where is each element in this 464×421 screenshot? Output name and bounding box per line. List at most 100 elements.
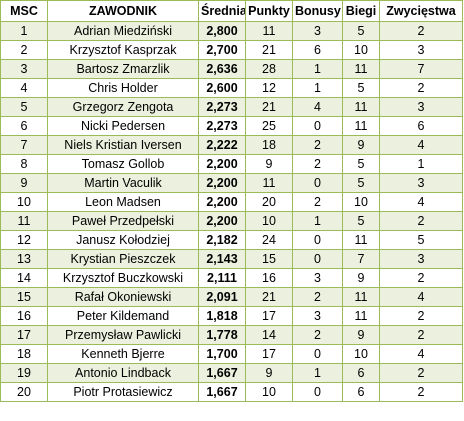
position-cell: 19 [0, 363, 48, 383]
average-cell: 2,222 [198, 135, 246, 155]
average-cell: 1,667 [198, 363, 246, 383]
points-cell: 24 [245, 230, 293, 250]
position-cell: 3 [0, 59, 48, 79]
wins-cell: 4 [379, 192, 463, 212]
position-cell: 12 [0, 230, 48, 250]
points-cell: 12 [245, 78, 293, 98]
average-cell: 2,636 [198, 59, 246, 79]
bonuses-cell: 0 [292, 173, 343, 193]
table-row: 19 Antonio Lindback 1,667 9 1 6 2 [0, 363, 463, 383]
table-row: 7 Niels Kristian Iversen 2,222 18 2 9 4 [0, 135, 463, 155]
table-row: 2 Krzysztof Kasprzak 2,700 21 6 10 3 [0, 40, 463, 60]
table-row: 5 Grzegorz Zengota 2,273 21 4 11 3 [0, 97, 463, 117]
table-body: 1 Adrian Miedziński 2,800 11 3 5 2 2 Krzysztof K… [0, 21, 463, 402]
points-cell: 11 [245, 173, 293, 193]
wins-cell: 4 [379, 135, 463, 155]
average-cell: 2,200 [198, 154, 246, 174]
position-cell: 20 [0, 382, 48, 402]
bonuses-cell: 0 [292, 344, 343, 364]
wins-cell: 3 [379, 40, 463, 60]
bonuses-cell: 3 [292, 268, 343, 288]
bonuses-cell: 2 [292, 192, 343, 212]
position-cell: 16 [0, 306, 48, 326]
table-row: 17 Przemysław Pawlicki 1,778 14 2 9 2 [0, 325, 463, 345]
points-cell: 11 [245, 21, 293, 41]
points-cell: 10 [245, 382, 293, 402]
rider-name-cell: Grzegorz Zengota [47, 97, 199, 117]
table-row: 14 Krzysztof Buczkowski 2,111 16 3 9 2 [0, 268, 463, 288]
average-cell: 2,200 [198, 173, 246, 193]
bonuses-cell: 3 [292, 306, 343, 326]
heats-cell: 7 [342, 249, 380, 269]
bonuses-cell: 2 [292, 154, 343, 174]
table-row: 16 Peter Kildemand 1,818 17 3 11 2 [0, 306, 463, 326]
header-bonuses: Bonusy [292, 0, 343, 22]
heats-cell: 10 [342, 40, 380, 60]
position-cell: 5 [0, 97, 48, 117]
heats-cell: 6 [342, 382, 380, 402]
table-row: 4 Chris Holder 2,600 12 1 5 2 [0, 78, 463, 98]
wins-cell: 2 [379, 21, 463, 41]
points-cell: 15 [245, 249, 293, 269]
points-cell: 9 [245, 154, 293, 174]
position-cell: 14 [0, 268, 48, 288]
position-cell: 10 [0, 192, 48, 212]
points-cell: 20 [245, 192, 293, 212]
header-points: Punkty [245, 0, 293, 22]
position-cell: 8 [0, 154, 48, 174]
points-cell: 10 [245, 211, 293, 231]
header-rider: ZAWODNIK [47, 0, 199, 22]
bonuses-cell: 3 [292, 21, 343, 41]
rider-name-cell: Chris Holder [47, 78, 199, 98]
bonuses-cell: 1 [292, 59, 343, 79]
rider-name-cell: Tomasz Gollob [47, 154, 199, 174]
table-row: 12 Janusz Kołodziej 2,182 24 0 11 5 [0, 230, 463, 250]
points-cell: 9 [245, 363, 293, 383]
average-cell: 2,091 [198, 287, 246, 307]
points-cell: 25 [245, 116, 293, 136]
position-cell: 15 [0, 287, 48, 307]
table-row: 9 Martin Vaculik 2,200 11 0 5 3 [0, 173, 463, 193]
points-cell: 14 [245, 325, 293, 345]
average-cell: 2,273 [198, 97, 246, 117]
average-cell: 2,111 [198, 268, 246, 288]
position-cell: 9 [0, 173, 48, 193]
position-cell: 1 [0, 21, 48, 41]
rider-name-cell: Rafał Okoniewski [47, 287, 199, 307]
table-row: 6 Nicki Pedersen 2,273 25 0 11 6 [0, 116, 463, 136]
average-cell: 1,700 [198, 344, 246, 364]
bonuses-cell: 0 [292, 230, 343, 250]
rider-name-cell: Paweł Przedpełski [47, 211, 199, 231]
average-cell: 2,200 [198, 192, 246, 212]
heats-cell: 11 [342, 287, 380, 307]
wins-cell: 2 [379, 325, 463, 345]
wins-cell: 4 [379, 287, 463, 307]
points-cell: 21 [245, 40, 293, 60]
heats-cell: 11 [342, 306, 380, 326]
bonuses-cell: 2 [292, 135, 343, 155]
rider-name-cell: Krzysztof Kasprzak [47, 40, 199, 60]
heats-cell: 11 [342, 116, 380, 136]
wins-cell: 1 [379, 154, 463, 174]
rider-name-cell: Leon Madsen [47, 192, 199, 212]
heats-cell: 6 [342, 363, 380, 383]
header-wins: Zwycięstwa [379, 0, 463, 22]
bonuses-cell: 1 [292, 211, 343, 231]
average-cell: 2,273 [198, 116, 246, 136]
heats-cell: 5 [342, 21, 380, 41]
bonuses-cell: 1 [292, 78, 343, 98]
average-cell: 2,182 [198, 230, 246, 250]
average-cell: 1,778 [198, 325, 246, 345]
bonuses-cell: 2 [292, 325, 343, 345]
points-cell: 17 [245, 344, 293, 364]
heats-cell: 9 [342, 268, 380, 288]
points-cell: 21 [245, 97, 293, 117]
table-row: 3 Bartosz Zmarzlik 2,636 28 1 11 7 [0, 59, 463, 79]
average-cell: 2,600 [198, 78, 246, 98]
heats-cell: 5 [342, 211, 380, 231]
position-cell: 6 [0, 116, 48, 136]
rider-name-cell: Kenneth Bjerre [47, 344, 199, 364]
wins-cell: 2 [379, 78, 463, 98]
table-row: 11 Paweł Przedpełski 2,200 10 1 5 2 [0, 211, 463, 231]
wins-cell: 2 [379, 363, 463, 383]
